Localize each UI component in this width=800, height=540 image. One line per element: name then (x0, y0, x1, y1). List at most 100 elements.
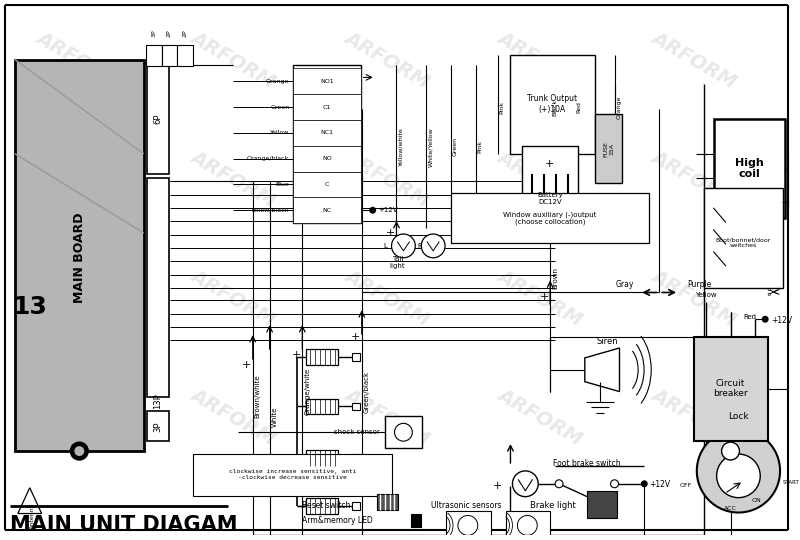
Text: High
coil: High coil (735, 158, 764, 179)
Bar (352, 402, 360, 410)
Text: Window auxiliary (-)output
(choose collocation): Window auxiliary (-)output (choose collo… (503, 211, 597, 225)
Bar (510, 55, 594, 154)
Text: Blue: Blue (275, 182, 290, 187)
Text: OFF: OFF (679, 483, 692, 488)
Text: +: + (292, 350, 301, 360)
Text: Green/black: Green/black (364, 370, 370, 413)
Bar (146, 45, 162, 66)
Circle shape (370, 207, 376, 214)
Text: MAIN BOARD: MAIN BOARD (73, 213, 86, 303)
Text: NO: NO (322, 156, 332, 161)
Text: FUSE
15A: FUSE 15A (603, 141, 614, 157)
Text: ARFORM: ARFORM (494, 147, 586, 211)
Circle shape (70, 442, 88, 460)
Bar (411, 514, 422, 528)
Text: White: White (271, 406, 278, 427)
Text: ARFORM: ARFORM (341, 384, 432, 448)
Text: Orange/black: Orange/black (247, 156, 290, 161)
Text: +: + (493, 481, 502, 491)
Bar (506, 510, 550, 540)
Text: ARFORM: ARFORM (494, 28, 586, 91)
Bar (306, 450, 338, 466)
Text: NO1: NO1 (320, 79, 334, 84)
Text: L: L (384, 243, 387, 249)
Circle shape (422, 234, 445, 258)
Text: +12V: +12V (771, 316, 792, 325)
Text: Tail
light: Tail light (390, 256, 406, 269)
Text: +: + (351, 332, 361, 342)
Text: Yellow/white: Yellow/white (398, 127, 403, 166)
Text: Pink: Pink (499, 100, 505, 113)
Bar (194, 454, 391, 496)
Polygon shape (585, 348, 619, 392)
Text: Foot brake switch: Foot brake switch (553, 460, 621, 469)
Polygon shape (18, 488, 42, 514)
Text: ARFORM: ARFORM (341, 28, 432, 91)
Text: Yellow/black: Yellow/black (251, 208, 290, 213)
Circle shape (394, 423, 412, 441)
Text: MAIN UNIT DIAGAM: MAIN UNIT DIAGAM (10, 516, 238, 536)
Text: Boot/bonnet/door
switches: Boot/bonnet/door switches (716, 238, 771, 248)
Circle shape (74, 446, 84, 456)
Bar (146, 64, 169, 173)
Circle shape (610, 480, 618, 488)
Text: +12V: +12V (378, 207, 398, 213)
Text: Orange: Orange (266, 79, 290, 84)
Text: Trunk Output
(+)10A: Trunk Output (+)10A (527, 94, 577, 114)
Text: Brown: Brown (552, 267, 558, 288)
Bar (704, 188, 783, 287)
Text: 3P: 3P (153, 421, 162, 431)
Text: Brown/white: Brown/white (254, 375, 261, 418)
Bar (377, 494, 398, 510)
Text: ARFORM: ARFORM (648, 384, 739, 448)
Text: Reset switch: Reset switch (302, 501, 350, 510)
Text: Purple: Purple (687, 280, 711, 289)
Text: Battery
DC12V: Battery DC12V (538, 192, 563, 205)
Text: ARFORM: ARFORM (648, 147, 739, 211)
Bar (294, 146, 361, 172)
Text: +: + (386, 228, 395, 238)
Text: Brake light: Brake light (530, 501, 576, 510)
Bar (594, 114, 622, 184)
Bar (294, 64, 361, 223)
Text: 2P: 2P (167, 29, 172, 37)
Bar (522, 146, 578, 200)
Bar (162, 45, 178, 66)
Text: ARFORM: ARFORM (341, 147, 432, 211)
Circle shape (762, 316, 769, 323)
Bar (352, 454, 360, 462)
Text: Orange: Orange (617, 96, 622, 119)
Text: +: + (242, 360, 251, 370)
Bar (352, 353, 360, 361)
Text: NC: NC (322, 208, 332, 213)
Bar (446, 510, 490, 540)
Circle shape (513, 471, 538, 497)
Text: ARFORM: ARFORM (187, 384, 278, 448)
Text: ARFORM: ARFORM (341, 266, 432, 329)
Bar (178, 45, 194, 66)
Text: Ultrasonic sensors: Ultrasonic sensors (431, 501, 502, 510)
Bar (306, 498, 338, 514)
Text: Red: Red (577, 101, 582, 113)
Text: Orange/white: Orange/white (304, 368, 310, 415)
Text: ARFORM: ARFORM (187, 147, 278, 211)
Text: +12V: +12V (650, 480, 670, 489)
Bar (586, 491, 617, 518)
Text: ARFORM: ARFORM (648, 28, 739, 91)
Text: Black: Black (552, 99, 557, 116)
Circle shape (717, 454, 760, 498)
Text: START: START (783, 480, 800, 485)
Text: Lock: Lock (728, 412, 749, 421)
Bar (714, 119, 785, 218)
Circle shape (641, 480, 648, 487)
Bar (146, 411, 169, 441)
Text: Green: Green (270, 105, 290, 110)
Text: ✂: ✂ (766, 284, 780, 301)
Text: ARFORM: ARFORM (34, 266, 125, 329)
Bar (694, 337, 768, 441)
Text: ARFORM: ARFORM (187, 28, 278, 91)
Text: ARFORM: ARFORM (34, 147, 125, 211)
Text: ARFORM: ARFORM (648, 266, 739, 329)
Text: ON: ON (751, 498, 761, 503)
Text: Pink: Pink (478, 140, 482, 153)
